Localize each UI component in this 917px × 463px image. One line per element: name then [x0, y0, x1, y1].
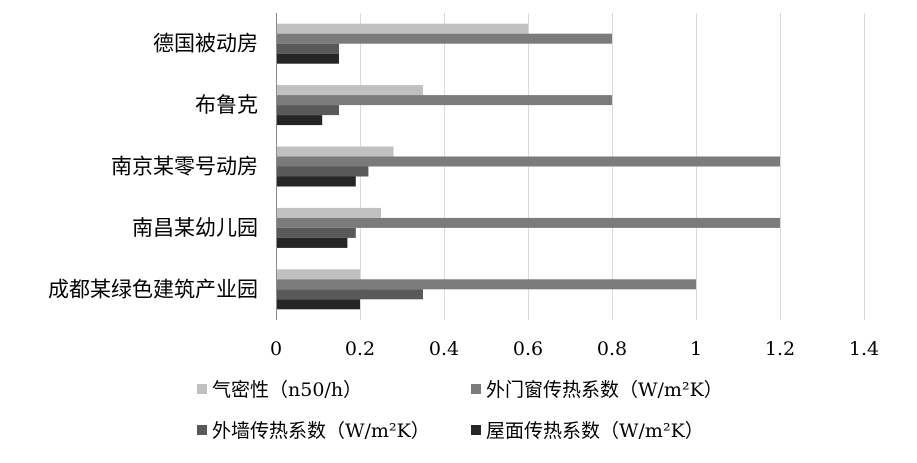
category-label: 德国被动房	[153, 32, 258, 56]
bar	[277, 53, 339, 64]
bar	[277, 95, 612, 106]
category-label: 南京某零号动房	[111, 155, 258, 179]
bar	[277, 146, 394, 157]
legend-label: 屋面传热系数（W/m²K）	[486, 420, 704, 442]
x-tick-label: 0.6	[513, 338, 543, 360]
bar	[277, 85, 423, 96]
x-tick-labels: 0 0.2 0.4 0.6 0.8 1 1.2 1.4	[270, 338, 879, 360]
x-tick-label: 0	[270, 338, 282, 360]
bar	[277, 166, 369, 177]
bar	[277, 105, 339, 116]
x-tick-label: 1.4	[849, 338, 879, 360]
bar	[277, 279, 696, 290]
legend-swatch	[471, 425, 481, 435]
category-label: 布鲁克	[195, 93, 258, 117]
x-tick-label: 0.2	[345, 338, 375, 360]
bar	[277, 156, 780, 167]
bar	[277, 237, 348, 248]
bar	[277, 299, 360, 310]
bar	[277, 115, 323, 126]
legend-swatch	[471, 384, 481, 394]
category-label: 成都某绿色建筑产业园	[48, 277, 258, 301]
bars	[277, 23, 780, 310]
legend-swatch	[197, 384, 207, 394]
legend-label: 外门窗传热系数（W/m²K）	[486, 379, 723, 401]
x-tick-label: 1	[690, 338, 702, 360]
legend-swatch	[197, 425, 207, 435]
category-label: 南昌某幼儿园	[132, 216, 258, 240]
bar	[277, 289, 423, 300]
bar	[277, 43, 339, 54]
bar	[277, 33, 612, 44]
bar	[277, 207, 381, 218]
legend: 气密性（n50/h） 外门窗传热系数（W/m²K） 外墙传热系数（W/m²K） 屋面传…	[197, 379, 723, 442]
bar	[277, 23, 528, 34]
x-tick-label: 0.4	[429, 338, 459, 360]
legend-label: 气密性（n50/h）	[212, 379, 362, 401]
x-tick-label: 0.8	[597, 338, 627, 360]
bar	[277, 176, 356, 187]
x-tick-label: 1.2	[765, 338, 795, 360]
bar	[277, 227, 356, 238]
bar	[277, 269, 360, 280]
legend-label: 外墙传热系数（W/m²K）	[212, 420, 430, 442]
bar	[277, 217, 780, 228]
